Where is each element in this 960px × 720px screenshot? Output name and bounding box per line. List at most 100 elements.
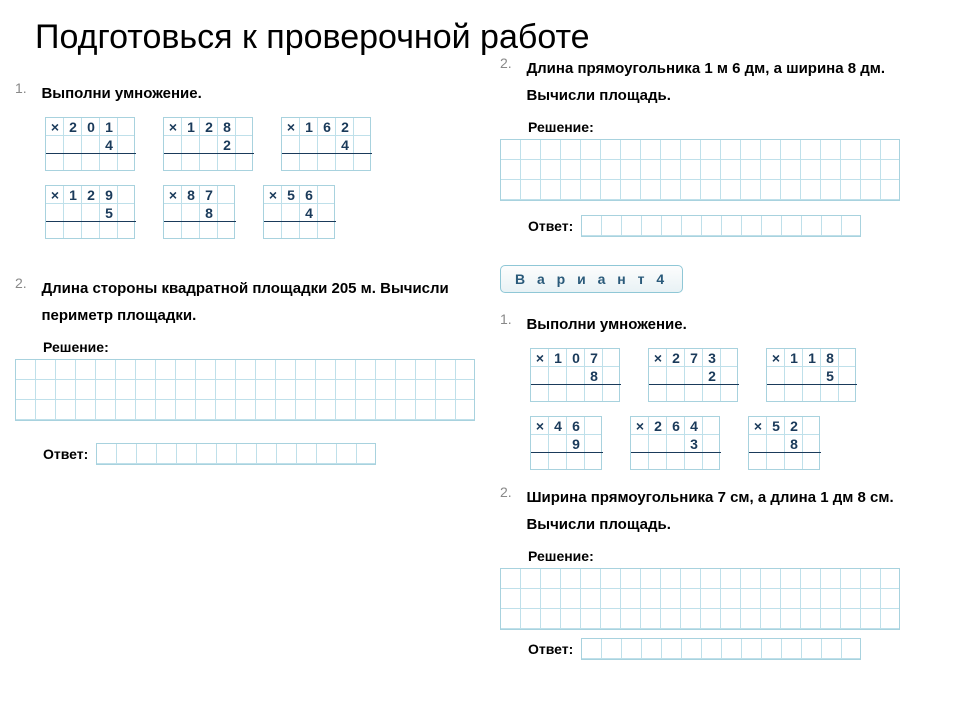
result-cell[interactable] xyxy=(531,453,549,471)
mult-row-2: ×1295×878×564 xyxy=(45,185,485,239)
digit-cell xyxy=(118,186,136,204)
mult-block: ×2014 xyxy=(45,117,135,171)
result-cell[interactable] xyxy=(318,154,336,172)
result-cell[interactable] xyxy=(667,385,685,403)
answer-row: Ответ: xyxy=(528,215,960,237)
digit-cell xyxy=(46,136,64,154)
answer-grid[interactable] xyxy=(581,638,861,660)
solution-grid[interactable] xyxy=(500,139,900,201)
answer-grid[interactable] xyxy=(581,215,861,237)
digit-cell xyxy=(318,136,336,154)
answer-grid[interactable] xyxy=(96,443,376,465)
digit-cell xyxy=(318,204,336,222)
mult-block: ×2643 xyxy=(630,416,720,470)
result-cell[interactable] xyxy=(200,154,218,172)
result-cell[interactable] xyxy=(82,222,100,240)
result-cell[interactable] xyxy=(649,453,667,471)
result-cell[interactable] xyxy=(703,453,721,471)
result-cell[interactable] xyxy=(218,222,236,240)
multiply-sign: × xyxy=(531,349,549,367)
result-cell[interactable] xyxy=(767,453,785,471)
digit-cell: 9 xyxy=(567,435,585,453)
mult-row-1: ×1078×2732×1185 xyxy=(530,348,960,402)
digit-cell: 2 xyxy=(703,367,721,385)
result-cell[interactable] xyxy=(264,222,282,240)
result-cell[interactable] xyxy=(218,154,236,172)
result-cell[interactable] xyxy=(821,385,839,403)
result-cell[interactable] xyxy=(300,154,318,172)
digit-cell: 5 xyxy=(282,186,300,204)
result-cell[interactable] xyxy=(631,453,649,471)
solution-grid[interactable] xyxy=(15,359,475,421)
result-cell[interactable] xyxy=(354,154,372,172)
result-cell[interactable] xyxy=(164,222,182,240)
digit-cell xyxy=(46,204,64,222)
result-cell[interactable] xyxy=(318,222,336,240)
result-cell[interactable] xyxy=(649,385,667,403)
result-cell[interactable] xyxy=(567,453,585,471)
result-cell[interactable] xyxy=(182,222,200,240)
result-cell[interactable] xyxy=(64,154,82,172)
result-cell[interactable] xyxy=(585,385,603,403)
solution-grid[interactable] xyxy=(500,568,900,630)
result-cell[interactable] xyxy=(585,453,603,471)
digit-cell: 6 xyxy=(667,417,685,435)
digit-cell xyxy=(118,136,136,154)
result-cell[interactable] xyxy=(839,385,857,403)
result-cell[interactable] xyxy=(685,453,703,471)
digit-cell: 1 xyxy=(785,349,803,367)
result-cell[interactable] xyxy=(200,222,218,240)
result-cell[interactable] xyxy=(721,385,739,403)
result-cell[interactable] xyxy=(803,385,821,403)
answer-label: Ответ: xyxy=(528,641,573,657)
result-cell[interactable] xyxy=(300,222,318,240)
digit-cell xyxy=(82,204,100,222)
result-cell[interactable] xyxy=(236,154,254,172)
digit-cell: 7 xyxy=(200,186,218,204)
variant-bar: В а р и а н т 4 xyxy=(500,265,683,293)
digit-cell xyxy=(118,204,136,222)
result-cell[interactable] xyxy=(703,385,721,403)
result-cell[interactable] xyxy=(100,222,118,240)
result-cell[interactable] xyxy=(549,385,567,403)
result-cell[interactable] xyxy=(46,222,64,240)
result-cell[interactable] xyxy=(549,453,567,471)
digit-cell xyxy=(218,186,236,204)
digit-cell xyxy=(721,349,739,367)
result-cell[interactable] xyxy=(567,385,585,403)
digit-cell: 8 xyxy=(785,435,803,453)
result-cell[interactable] xyxy=(336,154,354,172)
multiply-sign: × xyxy=(46,118,64,136)
result-cell[interactable] xyxy=(182,154,200,172)
result-cell[interactable] xyxy=(767,385,785,403)
digit-cell xyxy=(785,367,803,385)
result-cell[interactable] xyxy=(803,453,821,471)
result-cell[interactable] xyxy=(118,154,136,172)
digit-cell xyxy=(282,204,300,222)
digit-cell: 5 xyxy=(767,417,785,435)
result-cell[interactable] xyxy=(749,453,767,471)
result-cell[interactable] xyxy=(164,154,182,172)
result-cell[interactable] xyxy=(46,154,64,172)
result-cell[interactable] xyxy=(531,385,549,403)
digit-cell: 8 xyxy=(182,186,200,204)
digit-cell xyxy=(64,136,82,154)
digit-cell: 4 xyxy=(100,136,118,154)
task-1-left: 1. Выполни умножение. xyxy=(15,80,485,107)
digit-cell: 8 xyxy=(585,367,603,385)
digit-cell: 2 xyxy=(336,118,354,136)
result-cell[interactable] xyxy=(100,154,118,172)
result-cell[interactable] xyxy=(118,222,136,240)
result-cell[interactable] xyxy=(282,222,300,240)
result-cell[interactable] xyxy=(282,154,300,172)
result-cell[interactable] xyxy=(785,385,803,403)
result-cell[interactable] xyxy=(667,453,685,471)
result-cell[interactable] xyxy=(685,385,703,403)
result-cell[interactable] xyxy=(82,154,100,172)
result-cell[interactable] xyxy=(785,453,803,471)
digit-cell: 4 xyxy=(549,417,567,435)
result-cell[interactable] xyxy=(64,222,82,240)
task-1-right: 1. Выполни умножение. xyxy=(500,311,960,338)
digit-cell xyxy=(667,367,685,385)
result-cell[interactable] xyxy=(603,385,621,403)
